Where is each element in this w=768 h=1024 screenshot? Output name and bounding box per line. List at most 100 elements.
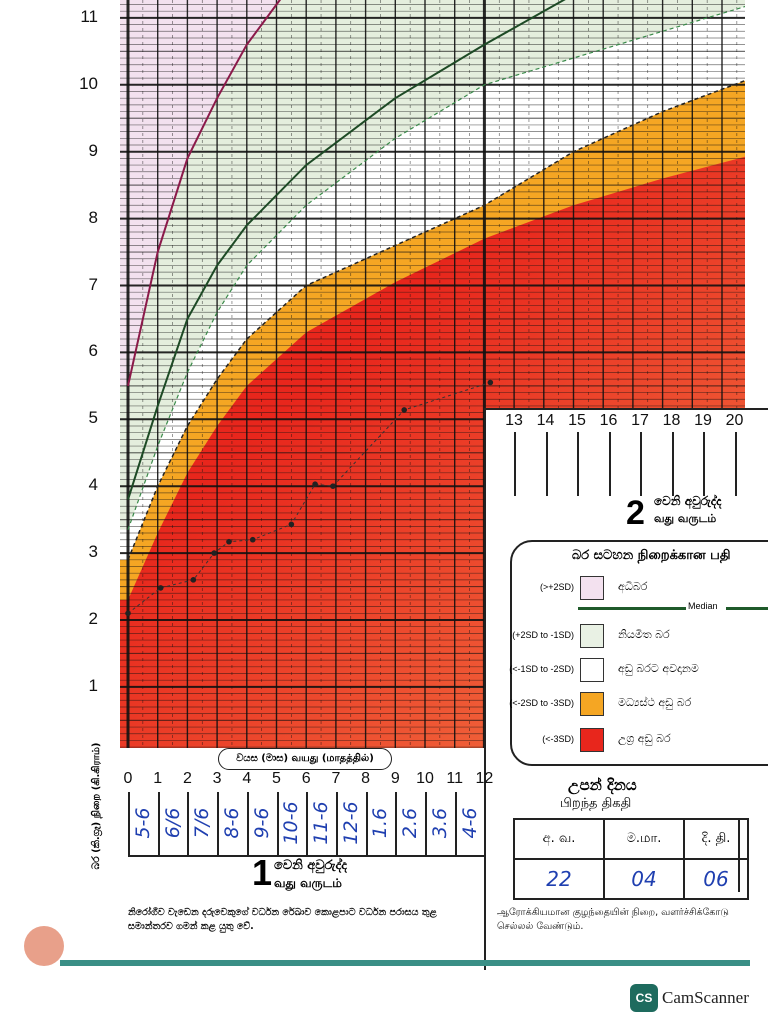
x-tick-label: 0 [123, 770, 133, 787]
visit-date-entry: 4-6 [458, 807, 481, 839]
date-cell-divider [335, 792, 338, 856]
x-tick-label: 7 [331, 770, 341, 787]
month-column-line [577, 432, 579, 496]
x-tick-label: 2 [182, 770, 192, 787]
x-tick-label: 13 [505, 412, 523, 429]
x-tick-label: 17 [631, 412, 649, 429]
legend-swatch [580, 728, 604, 752]
x-tick-label: 10 [416, 770, 434, 787]
legend-item-at-risk: (<-1SD to -2SD) අඩු බරට අවදානම [509, 658, 768, 684]
birth-year-header: අ. வ. [513, 818, 605, 860]
footnote-tamil: ஆரோக்கியமான குழந்தையின் நிறை, வளர்ச்சிக்… [497, 907, 729, 932]
x-tick-label: 9 [390, 770, 400, 787]
birth-date-table: අ. வ. ම.மா. දි. தி. 22 04 06 [513, 818, 749, 900]
birth-month-header: ම.மா. [603, 818, 685, 860]
year1-sinhala: වෙනි අවුරුද්ද [274, 858, 348, 873]
legend-swatch [580, 576, 604, 600]
date-cell-divider [425, 792, 427, 856]
paper-bottom-strip [60, 960, 750, 966]
visit-date-entry: 1.6 [369, 807, 392, 839]
x-tick-label: 18 [662, 412, 681, 429]
birth-month-value: 04 [603, 858, 685, 900]
minus2sd-curve [127, 79, 745, 561]
date-cell-divider [306, 792, 309, 856]
y-tick-label: 5 [88, 408, 98, 428]
child-weight-point [226, 538, 232, 545]
y-tick-label: 2 [88, 609, 98, 628]
footnote-sinhala: නිරෝගීව වැඩෙන දරුවෙකුගේ වර්ධන රේඛාව කොළප… [128, 907, 437, 932]
birth-year-value: 22 [513, 858, 605, 900]
visit-date-entry: 11-6 [310, 801, 333, 845]
date-cell-divider [128, 792, 130, 856]
y-tick-label: 3 [88, 542, 98, 562]
visit-date-entry: 5-6 [131, 807, 154, 839]
month-column-line [703, 432, 705, 496]
date-cell-divider [246, 792, 249, 856]
legend-swatch [580, 692, 604, 716]
x-tick-label: 20 [725, 412, 744, 429]
visit-date-entry: 12-6 [339, 801, 362, 845]
x-tick-label: 11 [446, 770, 463, 787]
x-tick-label: 3 [212, 770, 222, 787]
date-cell-divider [157, 792, 160, 856]
x-tick-label: 8 [361, 770, 371, 787]
y-tick-label: 10 [79, 73, 98, 93]
date-cell-divider [365, 792, 368, 856]
y-tick-label: 8 [88, 207, 98, 227]
y-tick-label: 4 [88, 475, 98, 495]
x-tick-label: 5 [272, 770, 281, 787]
month-column-line [608, 432, 611, 496]
median-curve [127, 0, 566, 500]
visit-date-entry: 10-6 [280, 801, 303, 845]
child-weight-point [401, 407, 408, 413]
month-column-line [545, 432, 548, 496]
x-tick-label: 14 [536, 412, 555, 429]
legend: බර සටහන நிறைக்கான பதி (>+2SD) අධිබර Medi… [509, 540, 768, 766]
child-weight-point [288, 521, 295, 528]
age-caption: වයස (මාස) வயது (மாதத்தில்) [218, 748, 392, 770]
visit-date-entry: 7/6 [191, 807, 214, 839]
child-weight-point [330, 483, 336, 490]
legend-swatch [580, 624, 604, 648]
plus2sd-curve [127, 0, 282, 387]
child-weight-point [487, 379, 494, 386]
date-cell-divider [276, 792, 279, 856]
year1-number: 1 [252, 852, 273, 893]
y-tick-label: 1 [88, 675, 98, 695]
birth-date-title-si: උපන් දිනය [568, 776, 637, 794]
legend-item-moderate: (<-2SD to -3SD) මධ්‍යස්ථ අඩු බර [509, 692, 768, 718]
visit-date-entry: 8-6 [220, 807, 243, 839]
date-cell-divider [187, 792, 190, 856]
x-tick-label: 6 [301, 770, 311, 787]
minus1sd-curve [127, 5, 745, 530]
y-tick-label: 11 [80, 6, 98, 26]
weight-caption: බර (කි.ග්‍රෑ) நிறை (கி.கிராம்) [91, 742, 102, 870]
visit-date-entry: 9-6 [250, 807, 273, 839]
year1-tamil: வது வருடம் [274, 876, 342, 890]
legend-title: බර සටහන நிறைக்கான பதி [572, 548, 731, 563]
y-tick-label: 7 [88, 274, 98, 294]
x-tick-label: 19 [694, 412, 712, 429]
x-tick-label: 16 [599, 412, 618, 429]
legend-item-overweight: (>+2SD) අධිබර [512, 576, 768, 602]
legend-swatch [580, 658, 604, 682]
visit-date-entry: 3.6 [428, 807, 451, 839]
camscanner-logo-icon: CS [630, 984, 658, 1012]
legend-median-label: Median [688, 601, 718, 611]
legend-item-normal: (+2SD to -1SD) නියමිත බර [512, 624, 768, 650]
month-column-line [514, 432, 516, 496]
x-tick-label: 12 [475, 770, 494, 787]
y-tick-label: 9 [88, 140, 98, 160]
camscanner-watermark: CS CamScanner [630, 984, 749, 1012]
month-column-line [671, 432, 674, 496]
date-cell-divider [395, 792, 398, 856]
child-weight-point [249, 536, 256, 543]
visit-date-entry: 2.6 [399, 807, 422, 839]
x-tick-label: 1 [153, 770, 163, 787]
birth-date-title-ta: பிறந்த திகதி [560, 796, 632, 811]
child-weight-point [312, 481, 318, 487]
x-tick-label: 15 [568, 412, 586, 429]
year2-number: 2 [626, 494, 645, 532]
visit-date-entry: 6/6 [161, 807, 184, 839]
finger [24, 926, 64, 966]
